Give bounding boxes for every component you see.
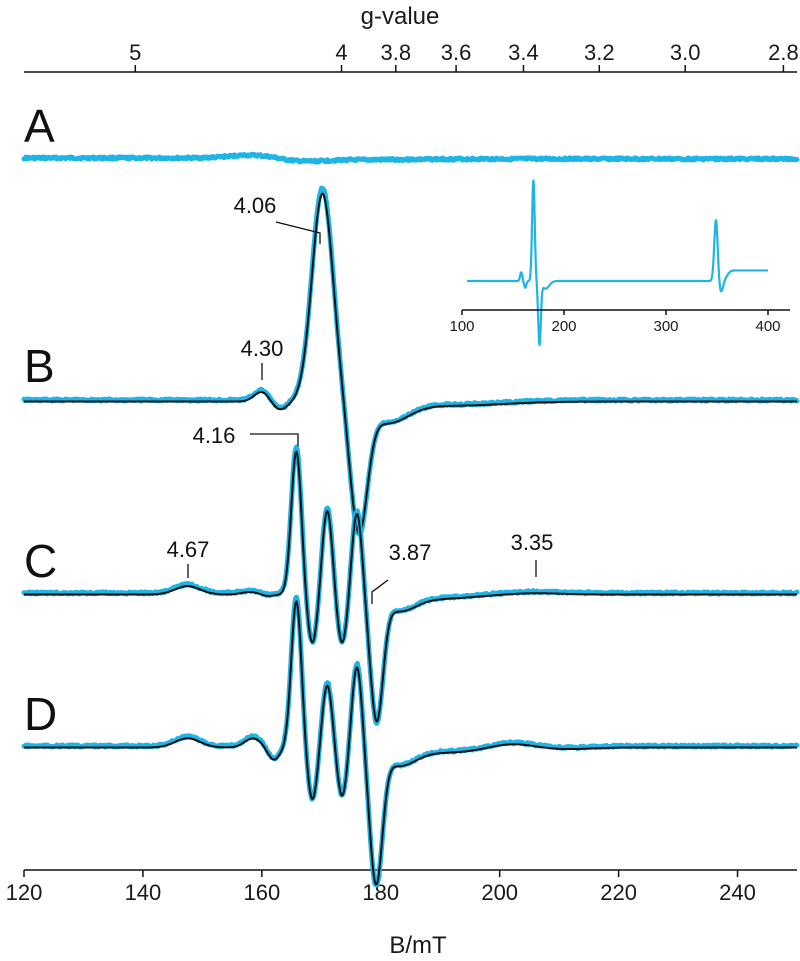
spectrum-d-simulation <box>23 600 798 886</box>
g-tick-label: 5 <box>129 40 141 65</box>
annotation-label: 4.16 <box>193 423 236 448</box>
inset-tick-label: 300 <box>653 318 678 335</box>
field-axis: 120 140 160 180 200 220 240 <box>6 869 797 905</box>
spectra-group: A B C D <box>21 100 800 888</box>
inset-tick-label: 100 <box>449 318 474 335</box>
annotation-label: 3.87 <box>389 540 432 565</box>
inset-spectrum <box>466 179 769 347</box>
spectrum-c-simulation <box>23 450 798 723</box>
field-tick-label: 200 <box>481 880 518 905</box>
g-tick-label: 3.2 <box>584 40 615 65</box>
panel-label-b: B <box>24 340 55 392</box>
annotation-leader <box>275 221 321 244</box>
panel-label-c: C <box>24 535 57 587</box>
g-tick-label: 3.4 <box>508 40 539 65</box>
field-tick-label: 180 <box>362 880 399 905</box>
spectrum-b-experimental <box>21 185 800 537</box>
spectrum-b-simulation <box>23 192 798 535</box>
annotation-leader <box>250 433 299 446</box>
annotation-label: 3.35 <box>511 530 554 555</box>
annotations-group: 4.30 4.06 4.16 4.67 3.87 3.35 <box>167 193 554 604</box>
field-tick-label: 140 <box>125 880 162 905</box>
field-tick-label: 240 <box>719 880 756 905</box>
g-tick-label: 4 <box>335 40 347 65</box>
annotation-label: 4.30 <box>241 336 284 361</box>
annotation-label: 4.67 <box>167 537 210 562</box>
inset-plot: 100 200 300 400 <box>449 179 790 347</box>
inset-tick-label: 400 <box>755 318 780 335</box>
annotation-label: 4.06 <box>234 193 277 218</box>
field-tick-label: 220 <box>600 880 637 905</box>
top-axis-title: g-value <box>361 3 440 30</box>
g-tick-label: 2.8 <box>768 40 799 65</box>
g-tick-label: 3.6 <box>441 40 472 65</box>
panel-label-d: D <box>24 688 57 740</box>
spectrum-c-experimental <box>21 444 800 726</box>
annotation-leader <box>371 579 389 604</box>
bottom-axis-title: B/mT <box>389 932 447 959</box>
g-tick-label: 3.0 <box>670 40 701 65</box>
spectrum-a-experimental <box>21 151 800 165</box>
panel-label-a: A <box>24 100 55 152</box>
field-tick-label: 160 <box>243 880 280 905</box>
spectrum-d-experimental <box>21 594 800 888</box>
g-tick-label: 3.8 <box>380 40 411 65</box>
inset-tick-label: 200 <box>551 318 576 335</box>
field-tick-label: 120 <box>6 880 43 905</box>
g-value-axis: 5 4 3.8 3.6 3.4 3.2 3.0 2.8 <box>24 40 799 73</box>
